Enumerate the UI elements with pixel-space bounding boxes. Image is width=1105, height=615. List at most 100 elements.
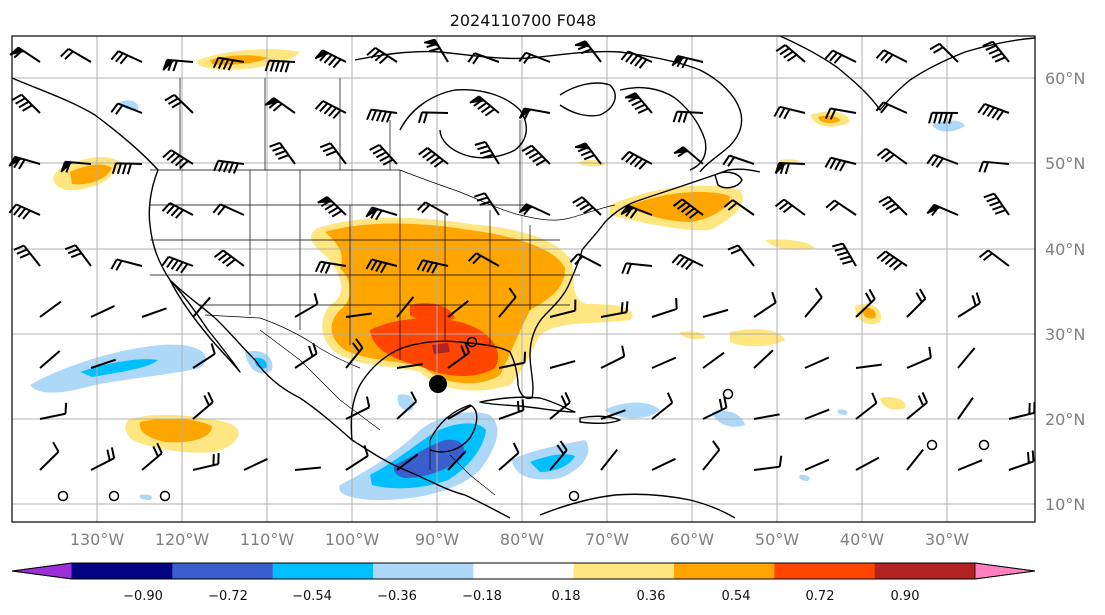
negative-anomaly-atlantic-3 xyxy=(932,120,965,132)
colorbar-segment xyxy=(172,563,274,579)
orange-anomaly-east-pacific xyxy=(139,418,212,443)
wind-barb xyxy=(775,44,806,63)
wind-barb xyxy=(423,38,449,63)
wind-barb xyxy=(876,250,908,271)
wind-barb xyxy=(243,458,268,471)
border-states-ew xyxy=(150,204,580,306)
wind-barbs xyxy=(8,38,1036,471)
wind-barb xyxy=(498,399,525,420)
colorbar-labels: −0.90 −0.72 −0.54 −0.36 −0.18 0.18 0.36 … xyxy=(123,589,919,604)
wind-barb xyxy=(926,153,959,168)
wind-barb xyxy=(141,442,163,471)
wind-barb xyxy=(572,196,602,216)
wind-barb xyxy=(111,162,143,175)
wind-barb xyxy=(875,101,908,114)
wind-barb xyxy=(753,291,777,318)
skyblue-anomaly-caribbean xyxy=(530,454,575,472)
lat-label: 20°N xyxy=(1045,410,1085,429)
wind-barb xyxy=(39,300,62,318)
wind-barb xyxy=(983,192,1010,216)
wind-barb xyxy=(957,459,983,471)
wind-barb xyxy=(651,356,677,369)
wind-barb xyxy=(317,196,347,218)
coastlines xyxy=(11,35,1036,519)
colorbar-tick-label: −0.72 xyxy=(208,589,248,604)
colorbar-tick-label: 0.18 xyxy=(552,589,581,604)
wind-barb xyxy=(518,107,551,120)
colorbar-outline xyxy=(11,562,1036,580)
wind-barb xyxy=(467,252,500,267)
wind-barb xyxy=(878,195,908,216)
lon-label: 110°W xyxy=(240,530,295,549)
wind-barb xyxy=(620,150,653,170)
lon-label: 40°W xyxy=(840,530,884,549)
colorbar-segment xyxy=(874,563,976,579)
wind-barb xyxy=(855,456,880,471)
colorbar-segment xyxy=(272,563,374,579)
wind-barb xyxy=(162,149,194,169)
wind-barb xyxy=(212,203,245,216)
wind-barb xyxy=(600,345,626,369)
wind-barb xyxy=(855,392,878,420)
wind-barb xyxy=(855,363,882,369)
wind-barb xyxy=(64,244,92,267)
wind-barb xyxy=(396,296,415,318)
lat-label: 60°N xyxy=(1045,69,1085,88)
wind-barb xyxy=(621,262,653,275)
colorbar-segment xyxy=(573,563,675,579)
wind-barb xyxy=(671,54,704,69)
wind-barb xyxy=(906,346,932,369)
wind-barb xyxy=(978,160,1010,173)
wind-barb xyxy=(192,391,214,420)
wind-barb xyxy=(672,110,704,123)
wind-barb xyxy=(624,92,653,114)
negative-anomaly-small-3 xyxy=(799,474,810,481)
coastline-baja xyxy=(169,279,241,373)
wind-barb xyxy=(417,111,449,124)
coastline-hudson xyxy=(399,88,527,159)
wind-barb xyxy=(474,140,500,165)
wind-barb xyxy=(192,453,220,471)
wind-barb xyxy=(876,147,908,165)
wind-barb xyxy=(294,466,321,471)
wind-barb xyxy=(345,445,369,471)
wind-barb xyxy=(824,107,857,120)
wind-barb xyxy=(90,305,115,318)
wind-barb xyxy=(60,160,92,173)
wind-barb xyxy=(269,141,296,165)
wind-barb xyxy=(164,94,194,114)
calm-wind-circle xyxy=(568,490,580,502)
wind-barb xyxy=(977,103,1010,121)
lon-label: 90°W xyxy=(415,530,459,549)
wind-barb xyxy=(345,396,371,420)
wind-barb xyxy=(722,154,755,167)
wind-barb xyxy=(213,249,245,267)
orange-anomaly-atlantic-3 xyxy=(818,115,840,124)
coastline-greenland xyxy=(779,35,1036,111)
colorbar-tick-label: 0.72 xyxy=(806,589,835,604)
wind-barb xyxy=(39,441,60,471)
wind-barb xyxy=(929,42,959,63)
colorbar-segment xyxy=(72,563,173,579)
wind-barb xyxy=(416,201,449,216)
calm-wind-circle xyxy=(108,490,120,502)
wind-barb xyxy=(498,351,527,369)
wind-barb xyxy=(671,253,704,271)
wind-barb xyxy=(369,144,398,166)
calm-wind-circle xyxy=(926,439,938,451)
royalblue-anomaly-central-america xyxy=(393,439,465,478)
calm-wind-circle xyxy=(159,490,171,502)
colorbar-tick-label: 0.36 xyxy=(637,589,666,604)
wind-barb xyxy=(467,52,500,65)
wind-barb xyxy=(264,59,296,73)
wind-barb xyxy=(110,50,143,65)
wind-barb xyxy=(11,93,41,114)
wind-barb xyxy=(213,159,245,174)
wind-barb xyxy=(702,396,728,420)
wind-barb xyxy=(855,288,876,318)
wind-barb xyxy=(161,202,194,219)
wind-barb xyxy=(906,288,927,318)
wind-barb xyxy=(314,260,347,274)
lon-label: 100°W xyxy=(325,530,380,549)
colorbar-tick-label: 0.90 xyxy=(891,589,920,604)
